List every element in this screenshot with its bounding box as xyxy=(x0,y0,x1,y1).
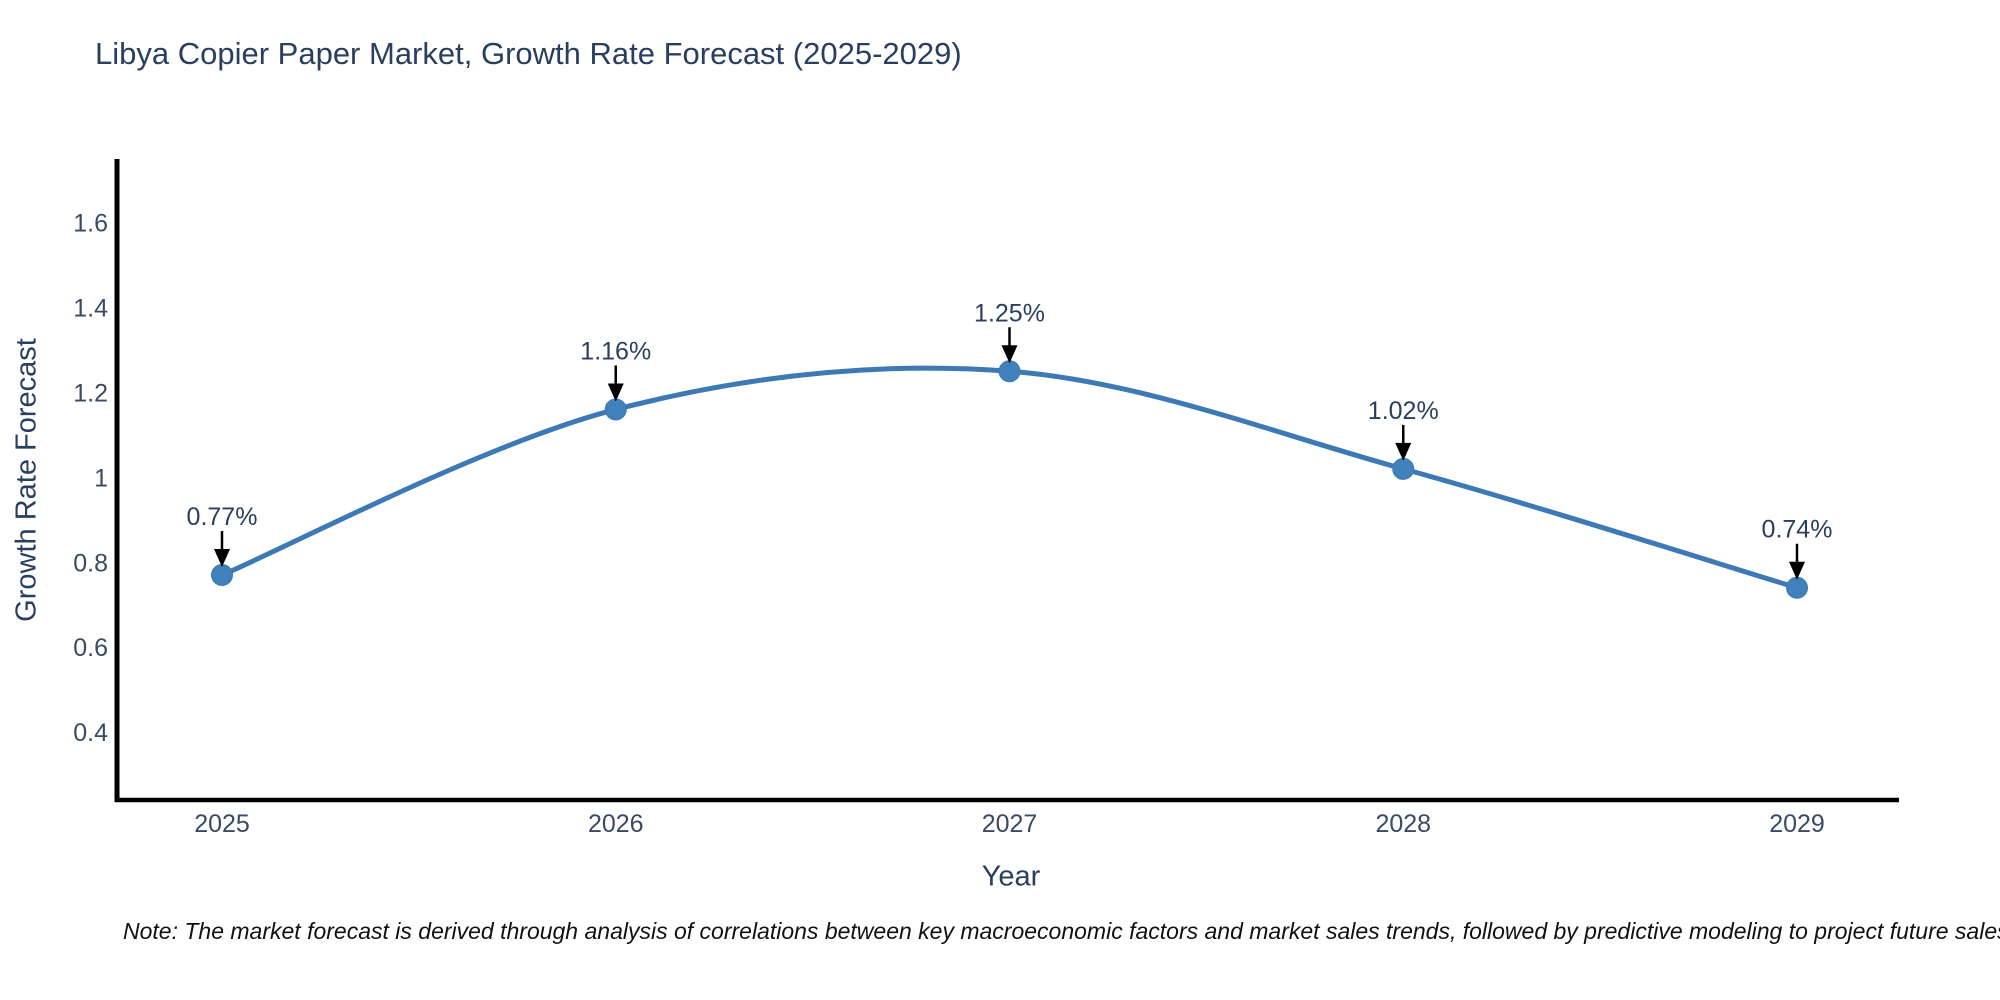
point-value-label: 1.25% xyxy=(974,299,1045,327)
chart-title: Libya Copier Paper Market, Growth Rate F… xyxy=(95,36,962,71)
data-point-marker[interactable] xyxy=(604,398,627,421)
annotation-arrowhead-icon xyxy=(607,383,624,402)
data-point-marker[interactable] xyxy=(211,564,233,587)
y-tick-label: 1 xyxy=(94,464,108,492)
annotation-arrowhead-icon xyxy=(1395,442,1412,461)
axes xyxy=(114,159,1899,803)
x-tick-label: 2026 xyxy=(588,810,644,838)
annotation-arrowhead-icon xyxy=(214,549,230,568)
x-tick-labels: 2025 2026 2027 2028 2029 xyxy=(194,810,1825,838)
series-line xyxy=(219,365,1800,591)
data-point-marker[interactable] xyxy=(1786,576,1808,599)
data-point-marker[interactable] xyxy=(1392,457,1415,480)
y-tick-label: 1.6 xyxy=(73,210,108,238)
point-value-label: 1.16% xyxy=(580,337,651,365)
y-tick-label: 0.8 xyxy=(73,549,108,577)
x-tick-label: 2027 xyxy=(982,810,1038,838)
footnote-text: Note: The market forecast is derived thr… xyxy=(123,918,2000,944)
annotation-arrowhead-icon xyxy=(1789,561,1805,580)
annotation-arrowhead-icon xyxy=(1001,345,1018,364)
y-tick-label: 0.6 xyxy=(73,634,108,662)
point-value-label: 0.77% xyxy=(187,503,258,531)
y-tick-labels: 0.4 0.6 0.8 1 1.2 1.4 1.6 xyxy=(73,210,108,747)
y-tick-label: 0.4 xyxy=(73,719,108,747)
x-tick-label: 2028 xyxy=(1375,810,1431,838)
x-tick-label: 2029 xyxy=(1769,810,1825,838)
point-value-label: 1.02% xyxy=(1368,397,1439,425)
x-tick-label: 2025 xyxy=(194,810,250,838)
x-axis-title: Year xyxy=(981,860,1041,893)
y-tick-label: 1.2 xyxy=(73,379,108,407)
point-annotations: 0.77% 1.16% 1.25% 1.02% 0.74% xyxy=(187,299,1833,580)
series-line-group xyxy=(219,365,1800,591)
y-tick-label: 1.4 xyxy=(73,295,108,323)
data-point-markers xyxy=(211,360,1808,599)
point-value-label: 0.74% xyxy=(1762,516,1833,544)
data-point-marker[interactable] xyxy=(998,360,1021,383)
